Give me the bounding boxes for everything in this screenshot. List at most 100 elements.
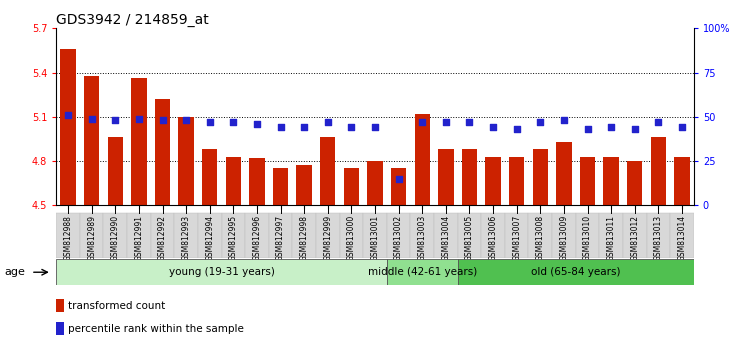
Point xyxy=(534,119,546,125)
Bar xyxy=(368,161,382,205)
Text: GSM813014: GSM813014 xyxy=(677,215,686,261)
Point xyxy=(628,126,640,132)
Point xyxy=(416,119,428,125)
Bar xyxy=(316,213,340,258)
Bar xyxy=(363,213,387,258)
Point xyxy=(652,119,664,125)
Bar xyxy=(482,213,505,258)
Bar xyxy=(131,79,146,205)
Text: GSM812998: GSM812998 xyxy=(300,215,309,261)
Bar xyxy=(56,299,64,312)
Bar xyxy=(268,213,292,258)
Bar xyxy=(674,156,689,205)
Text: GSM813001: GSM813001 xyxy=(370,215,380,261)
Point xyxy=(133,116,145,121)
Text: GSM813006: GSM813006 xyxy=(488,215,497,261)
Text: GSM812990: GSM812990 xyxy=(111,215,120,261)
Point xyxy=(511,126,523,132)
Text: GDS3942 / 214859_at: GDS3942 / 214859_at xyxy=(56,13,209,27)
Text: GSM812996: GSM812996 xyxy=(253,215,262,261)
Bar xyxy=(604,156,619,205)
Point xyxy=(369,125,381,130)
Bar xyxy=(556,142,572,205)
Bar xyxy=(580,156,596,205)
Text: GSM813011: GSM813011 xyxy=(607,215,616,261)
Bar xyxy=(56,213,80,258)
Bar xyxy=(104,213,127,258)
Bar xyxy=(627,161,643,205)
Text: middle (42-61 years): middle (42-61 years) xyxy=(368,267,477,277)
Point xyxy=(204,119,216,125)
Point xyxy=(346,125,358,130)
Text: transformed count: transformed count xyxy=(68,301,166,311)
Text: GSM813013: GSM813013 xyxy=(654,215,663,261)
Point xyxy=(676,125,688,130)
Bar xyxy=(646,213,670,258)
Bar xyxy=(651,137,666,205)
Text: GSM812988: GSM812988 xyxy=(64,215,73,261)
Text: GSM812989: GSM812989 xyxy=(87,215,96,261)
Point xyxy=(558,118,570,123)
Bar xyxy=(127,213,151,258)
Point xyxy=(180,118,192,123)
Point xyxy=(322,119,334,125)
Bar xyxy=(84,75,99,205)
Bar xyxy=(221,213,245,258)
Bar xyxy=(174,213,198,258)
Bar xyxy=(415,114,430,205)
Text: GSM813007: GSM813007 xyxy=(512,215,521,261)
Bar xyxy=(154,99,170,205)
Bar xyxy=(623,213,646,258)
Bar xyxy=(56,259,387,285)
Point xyxy=(227,119,239,125)
Bar xyxy=(151,213,174,258)
Bar xyxy=(249,158,265,205)
Bar xyxy=(462,149,477,205)
Text: GSM812999: GSM812999 xyxy=(323,215,332,261)
Point xyxy=(464,119,476,125)
Point xyxy=(110,118,122,123)
Bar xyxy=(107,137,123,205)
Text: GSM813012: GSM813012 xyxy=(630,215,639,261)
Bar xyxy=(387,213,410,258)
Bar xyxy=(387,259,458,285)
Point xyxy=(86,116,98,121)
Bar xyxy=(292,213,316,258)
Bar xyxy=(599,213,623,258)
Bar xyxy=(434,213,457,258)
Bar xyxy=(273,169,288,205)
Point xyxy=(251,121,263,127)
Point xyxy=(392,176,404,182)
Text: GSM813002: GSM813002 xyxy=(394,215,403,261)
Text: percentile rank within the sample: percentile rank within the sample xyxy=(68,324,244,334)
Bar xyxy=(198,213,221,258)
Bar xyxy=(576,213,599,258)
Bar xyxy=(226,156,241,205)
Bar xyxy=(552,213,576,258)
Bar xyxy=(509,156,524,205)
Point xyxy=(440,119,452,125)
Text: GSM812997: GSM812997 xyxy=(276,215,285,261)
Bar xyxy=(202,149,217,205)
Bar xyxy=(532,149,548,205)
Bar xyxy=(391,169,406,205)
Bar xyxy=(344,169,359,205)
Text: GSM813004: GSM813004 xyxy=(441,215,450,261)
Bar xyxy=(296,166,312,205)
Point xyxy=(298,125,310,130)
Point xyxy=(605,125,617,130)
Bar xyxy=(56,322,64,335)
Point xyxy=(274,125,286,130)
Text: GSM813008: GSM813008 xyxy=(536,215,544,261)
Text: GSM812994: GSM812994 xyxy=(206,215,214,261)
Text: GSM813000: GSM813000 xyxy=(347,215,356,261)
Bar xyxy=(485,156,501,205)
Bar xyxy=(458,213,482,258)
Point xyxy=(487,125,499,130)
Bar xyxy=(670,213,694,258)
Point xyxy=(157,118,169,123)
Bar xyxy=(245,213,268,258)
Bar xyxy=(458,259,694,285)
Text: GSM812993: GSM812993 xyxy=(182,215,190,261)
Point xyxy=(62,112,74,118)
